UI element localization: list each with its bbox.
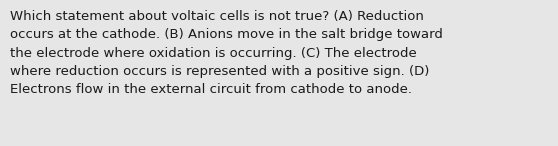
Text: Which statement about voltaic cells is not true? (A) Reduction
occurs at the cat: Which statement about voltaic cells is n… <box>10 10 443 96</box>
